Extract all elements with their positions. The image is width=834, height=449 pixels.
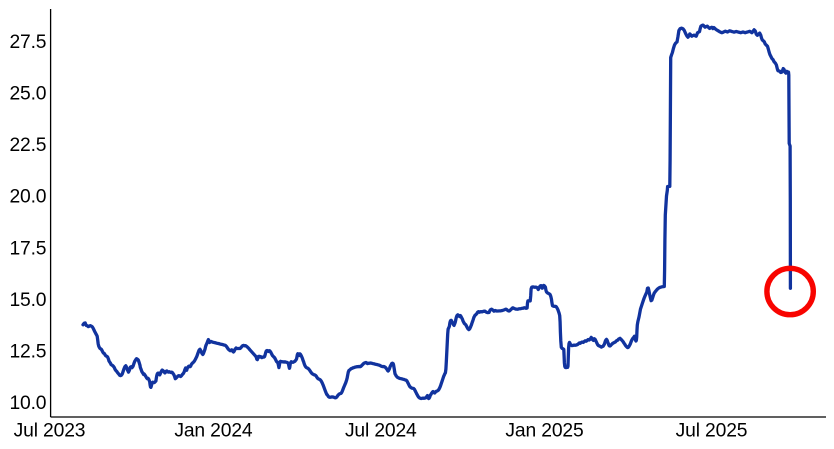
svg-text:15.0: 15.0	[9, 290, 46, 311]
svg-text:Jul 2024: Jul 2024	[345, 421, 417, 442]
svg-text:Jul 2025: Jul 2025	[676, 421, 748, 442]
svg-text:27.5: 27.5	[9, 32, 46, 53]
svg-text:22.5: 22.5	[9, 135, 46, 156]
svg-text:25.0: 25.0	[9, 84, 46, 105]
svg-text:Jul 2023: Jul 2023	[14, 421, 86, 442]
svg-text:17.5: 17.5	[9, 238, 46, 259]
svg-text:Jan 2025: Jan 2025	[505, 421, 583, 442]
svg-text:20.0: 20.0	[9, 187, 46, 208]
svg-text:10.0: 10.0	[9, 393, 46, 414]
svg-text:Jan 2024: Jan 2024	[174, 421, 253, 442]
svg-text:12.5: 12.5	[9, 341, 46, 362]
